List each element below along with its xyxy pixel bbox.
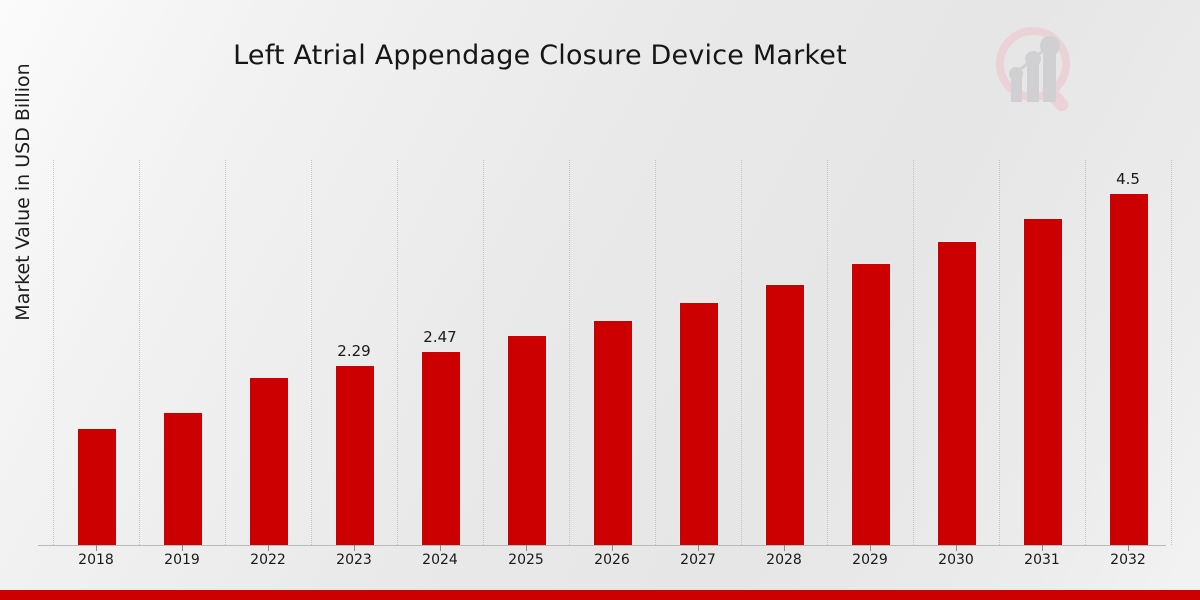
plot-area: 2.29 2.47 4.5 xyxy=(53,160,1172,545)
gridline xyxy=(53,160,55,545)
x-tick-2028 xyxy=(784,545,785,551)
chart-title: Left Atrial Appendage Closure Device Mar… xyxy=(233,40,847,71)
gridline xyxy=(827,160,829,545)
gridline xyxy=(741,160,743,545)
x-tick-label-2028: 2028 xyxy=(766,552,802,568)
bar-2022[interactable] xyxy=(249,377,289,545)
bar-2024[interactable] xyxy=(421,351,461,545)
x-tick-2030 xyxy=(956,545,957,551)
gridline xyxy=(311,160,313,545)
x-tick-label-2031: 2031 xyxy=(1024,552,1060,568)
market-research-magnifier-logo xyxy=(986,24,1090,116)
bar-2028[interactable] xyxy=(765,284,805,545)
bar-value-label-2023: 2.29 xyxy=(337,342,371,360)
gridline xyxy=(1085,160,1087,545)
bar-slot-2032: 4.5 xyxy=(1085,160,1171,545)
x-tick-label-2018: 2018 xyxy=(78,552,114,568)
bar-slot-2031 xyxy=(999,160,1085,545)
x-tick-label-2022: 2022 xyxy=(250,552,286,568)
y-axis-title: Market Value in USD Billion xyxy=(12,63,34,321)
x-tick-2027 xyxy=(698,545,699,551)
bar-slot-2026 xyxy=(569,160,655,545)
x-tick-label-2025: 2025 xyxy=(508,552,544,568)
x-tick-label-2027: 2027 xyxy=(680,552,716,568)
bar-2032[interactable] xyxy=(1109,193,1149,545)
x-tick-2031 xyxy=(1042,545,1043,551)
bar-slot-2027 xyxy=(655,160,741,545)
x-tick-2029 xyxy=(870,545,871,551)
bottom-accent-band xyxy=(0,590,1200,600)
bar-slot-2023: 2.29 xyxy=(311,160,397,545)
gridline xyxy=(397,160,399,545)
bar-slot-2018 xyxy=(53,160,139,545)
gridline xyxy=(569,160,571,545)
x-tick-2025 xyxy=(526,545,527,551)
gridline xyxy=(913,160,915,545)
gridline xyxy=(999,160,1001,545)
bar-2030[interactable] xyxy=(937,241,977,545)
x-tick-2026 xyxy=(612,545,613,551)
bar-2027[interactable] xyxy=(679,302,719,545)
gridline xyxy=(225,160,227,545)
x-tick-label-2026: 2026 xyxy=(594,552,630,568)
x-tick-label-2029: 2029 xyxy=(852,552,888,568)
x-tick-label-2030: 2030 xyxy=(938,552,974,568)
bar-2026[interactable] xyxy=(593,320,633,545)
x-axis-line xyxy=(38,545,1166,546)
bar-2029[interactable] xyxy=(851,263,891,545)
x-tick-2022 xyxy=(268,545,269,551)
gridline xyxy=(139,160,141,545)
bar-slot-2019 xyxy=(139,160,225,545)
x-tick-label-2032: 2032 xyxy=(1110,552,1146,568)
x-tick-2023 xyxy=(354,545,355,551)
x-tick-label-2019: 2019 xyxy=(164,552,200,568)
x-tick-label-2024: 2024 xyxy=(422,552,458,568)
x-tick-2032 xyxy=(1128,545,1129,551)
gridline xyxy=(483,160,485,545)
bar-slot-2030 xyxy=(913,160,999,545)
bar-slot-2022 xyxy=(225,160,311,545)
bar-2023[interactable] xyxy=(335,365,375,545)
bar-slot-2024: 2.47 xyxy=(397,160,483,545)
gridline xyxy=(1171,160,1173,545)
x-tick-label-2023: 2023 xyxy=(336,552,372,568)
gridline xyxy=(655,160,657,545)
bar-slot-2025 xyxy=(483,160,569,545)
x-tick-2019 xyxy=(182,545,183,551)
bar-2025[interactable] xyxy=(507,335,547,545)
bar-2018[interactable] xyxy=(77,428,117,545)
bar-slot-2029 xyxy=(827,160,913,545)
bar-slot-2028 xyxy=(741,160,827,545)
bar-value-label-2032: 4.5 xyxy=(1116,170,1140,188)
bar-value-label-2024: 2.47 xyxy=(423,328,457,346)
bar-2031[interactable] xyxy=(1023,218,1063,545)
x-tick-2018 xyxy=(96,545,97,551)
x-tick-2024 xyxy=(440,545,441,551)
bar-2019[interactable] xyxy=(163,412,203,545)
